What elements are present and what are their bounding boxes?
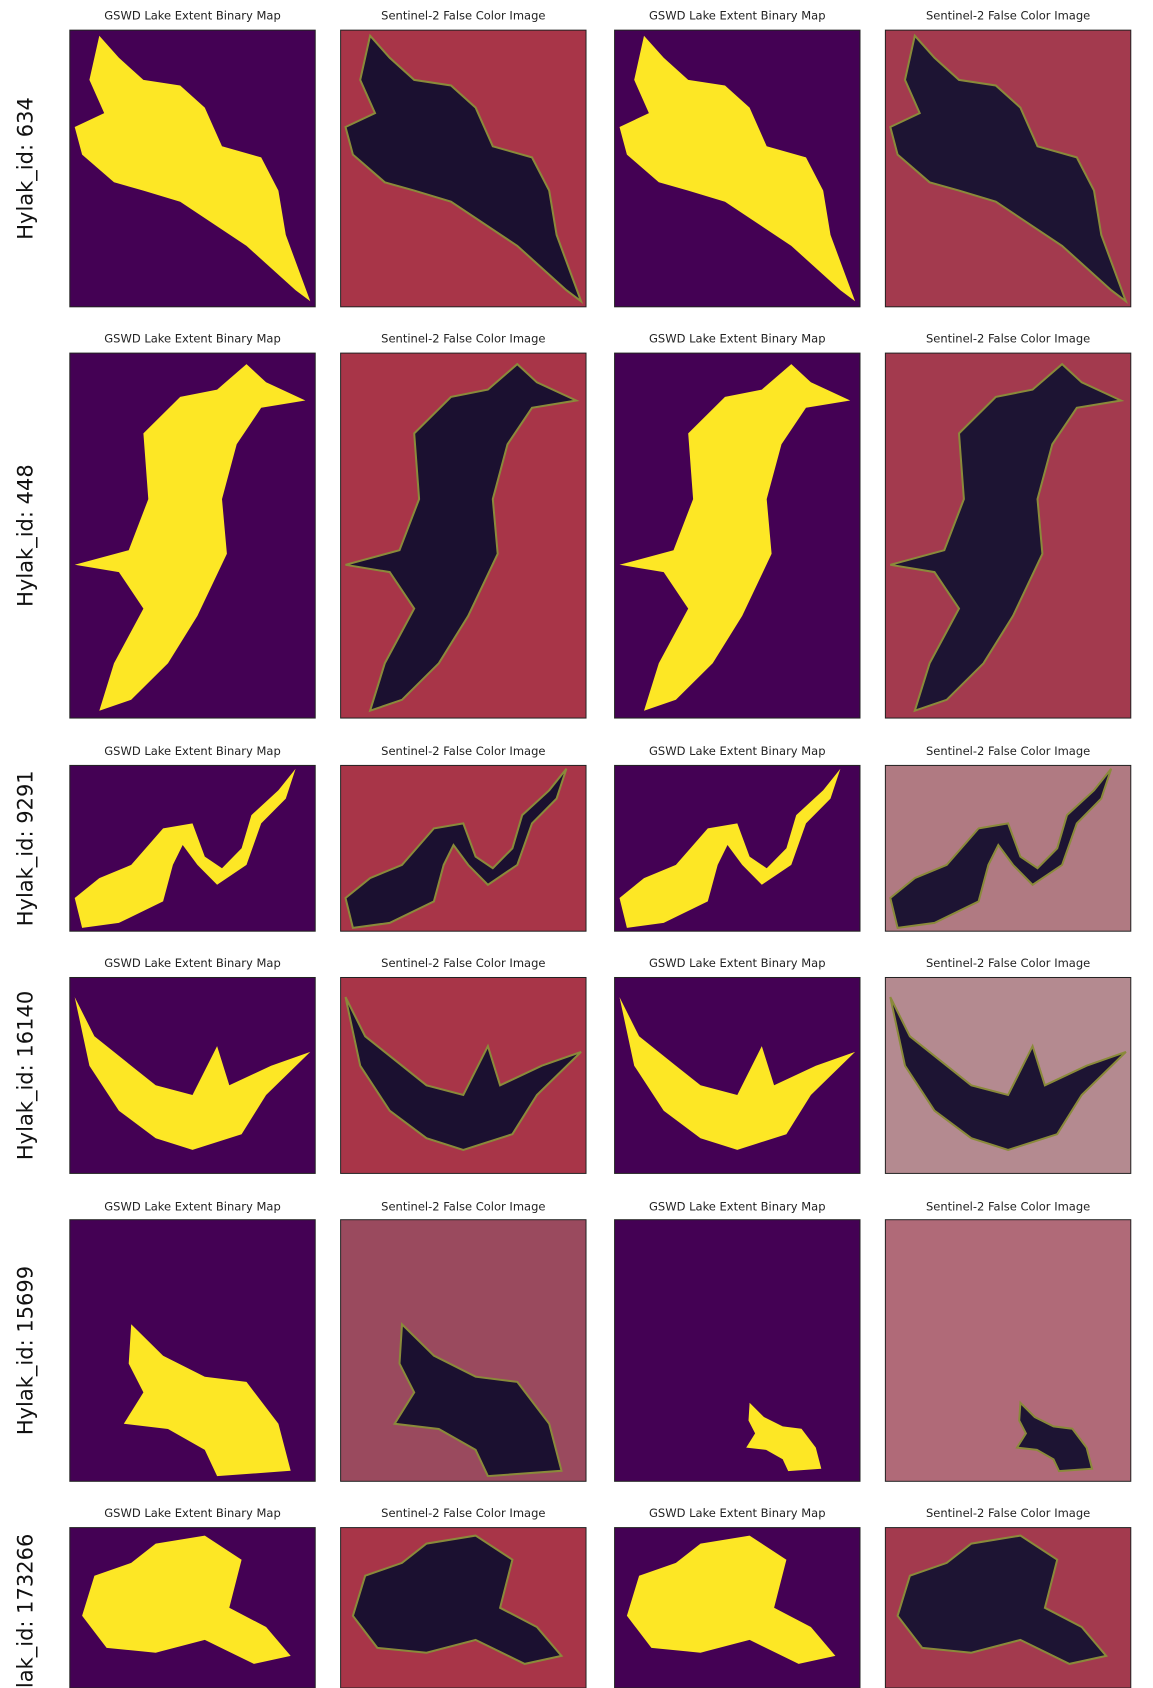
panel-title: GSWD Lake Extent Binary Map	[649, 956, 826, 970]
panel-image	[615, 1528, 860, 1688]
panel-image	[341, 30, 586, 307]
row-label: Hylak_id: 15699	[13, 1266, 38, 1435]
panel-image	[70, 1220, 315, 1482]
panel-image	[341, 353, 586, 718]
row-label: Hylak_id: 173266	[13, 1534, 38, 1688]
panel-title: GSWD Lake Extent Binary Map	[104, 9, 281, 23]
panel-title: Sentinel-2 False Color Image	[926, 744, 1090, 758]
panel-image	[341, 1528, 586, 1688]
panel-title: Sentinel-2 False Color Image	[926, 9, 1090, 23]
image-background	[885, 1220, 1130, 1482]
panel-image	[341, 977, 586, 1173]
panel-title: Sentinel-2 False Color Image	[381, 1199, 545, 1213]
panel-image	[615, 765, 860, 931]
panel-title: Sentinel-2 False Color Image	[926, 956, 1090, 970]
panel-title: GSWD Lake Extent Binary Map	[104, 1506, 281, 1520]
row-label: Hylak_id: 9291	[13, 770, 38, 926]
panel-title: GSWD Lake Extent Binary Map	[104, 744, 281, 758]
panel-image	[885, 353, 1130, 718]
panel-title: GSWD Lake Extent Binary Map	[104, 956, 281, 970]
panel-image	[885, 765, 1130, 931]
panel-image	[341, 765, 586, 931]
panel-title: Sentinel-2 False Color Image	[381, 1506, 545, 1520]
panel-image	[615, 977, 860, 1173]
row-label: Hylak_id: 16140	[13, 991, 38, 1160]
panel-image	[341, 1220, 586, 1482]
figure: Hylak_id: 634 GSWD Lake Extent Binary Map…	[0, 0, 1153, 1688]
panel-image	[885, 30, 1130, 307]
panel-title: Sentinel-2 False Color Image	[381, 744, 545, 758]
panel-image	[70, 30, 315, 307]
panel-title: GSWD Lake Extent Binary Map	[649, 1506, 826, 1520]
panel-title: Sentinel-2 False Color Image	[926, 1506, 1090, 1520]
image-background	[615, 1220, 860, 1482]
panel-title: Sentinel-2 False Color Image	[381, 332, 545, 346]
panel-image	[885, 1220, 1130, 1482]
panel-title: Sentinel-2 False Color Image	[381, 9, 545, 23]
row-label: Hylak_id: 448	[13, 464, 38, 607]
panel-image	[70, 1528, 315, 1688]
panel-image	[70, 353, 315, 718]
panel-title: GSWD Lake Extent Binary Map	[649, 744, 826, 758]
panel-image	[615, 353, 860, 718]
panel-title: GSWD Lake Extent Binary Map	[104, 332, 281, 346]
panel-image	[885, 977, 1130, 1173]
page: Hylak_id: 634 GSWD Lake Extent Binary Map…	[0, 0, 1153, 1688]
panel-image	[615, 1220, 860, 1482]
panel-title: Sentinel-2 False Color Image	[926, 332, 1090, 346]
panel-title: GSWD Lake Extent Binary Map	[104, 1199, 281, 1213]
panel-image	[70, 765, 315, 931]
panel-title: GSWD Lake Extent Binary Map	[649, 332, 826, 346]
panel-image	[885, 1528, 1130, 1688]
panel-title: Sentinel-2 False Color Image	[926, 1199, 1090, 1213]
row-label: Hylak_id: 634	[13, 97, 38, 240]
panel-title: Sentinel-2 False Color Image	[381, 956, 545, 970]
panel-image	[615, 30, 860, 307]
panel-image	[70, 977, 315, 1173]
panel-title: GSWD Lake Extent Binary Map	[649, 9, 826, 23]
panel-title: GSWD Lake Extent Binary Map	[649, 1199, 826, 1213]
